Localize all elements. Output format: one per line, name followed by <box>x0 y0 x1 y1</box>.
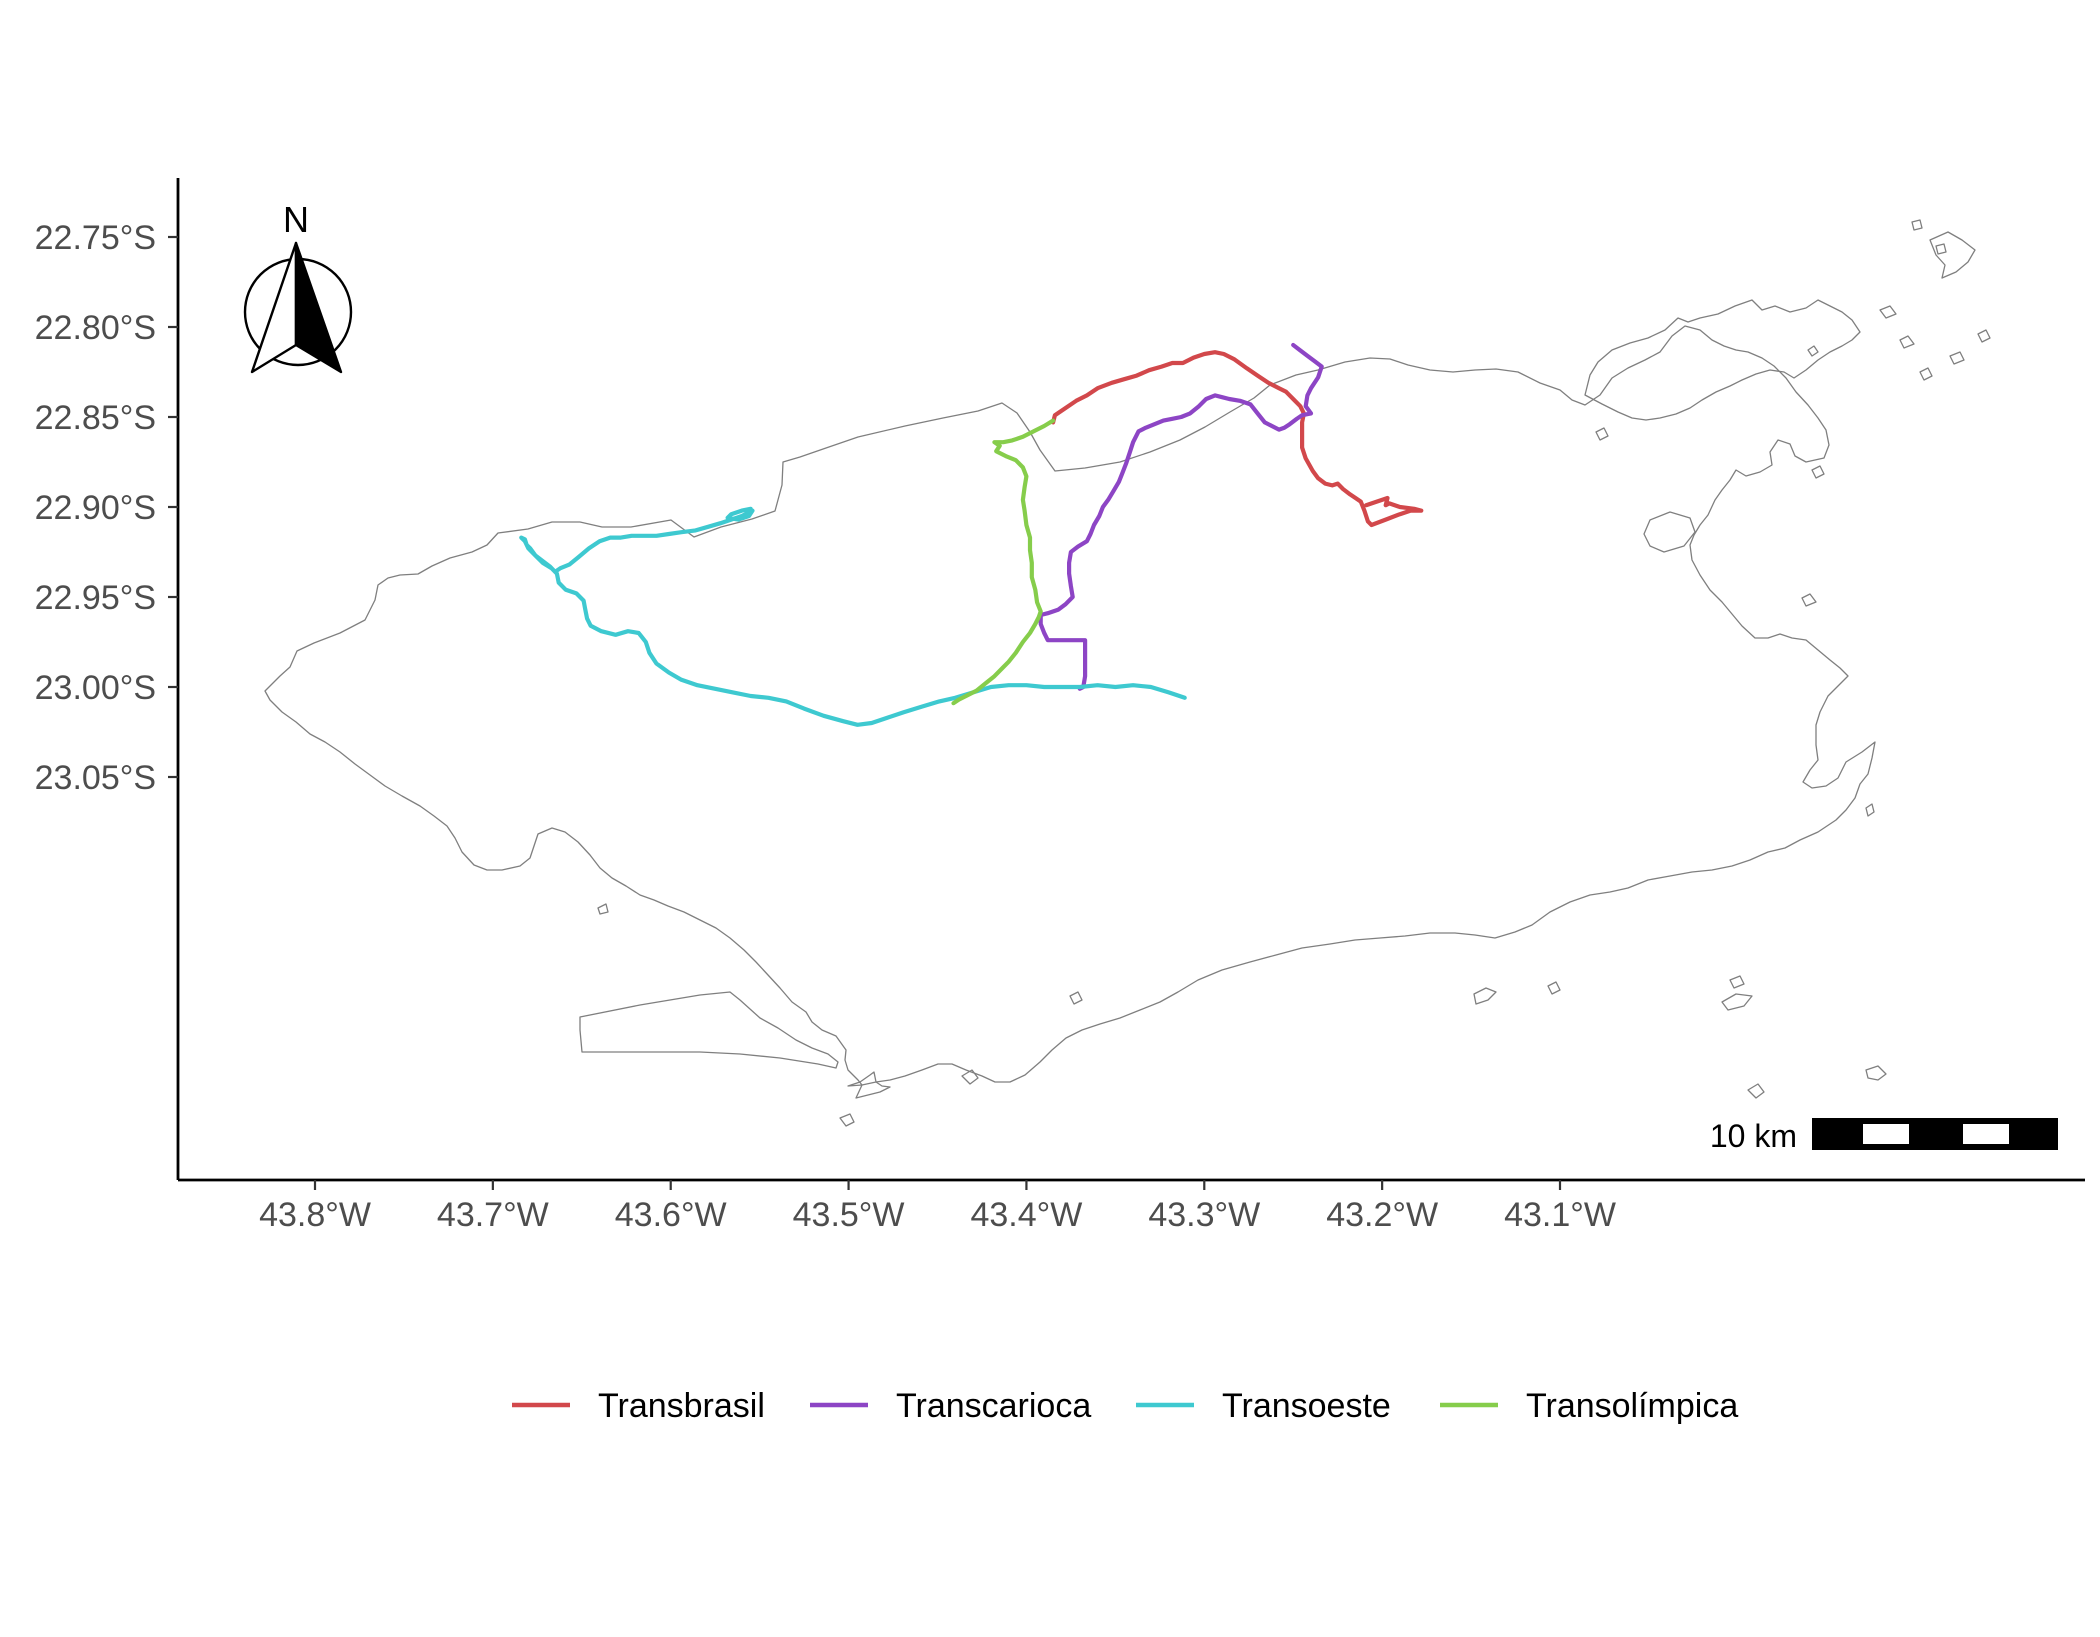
islet <box>1911 219 1923 231</box>
y-tick-label: 22.75°S <box>35 219 156 257</box>
scale-bar-label: 10 km <box>1710 1118 1797 1154</box>
islet <box>1935 243 1947 255</box>
municipality-boundary <box>264 219 1991 1127</box>
x-tick-label: 43.3°W <box>1148 1196 1260 1234</box>
ocean-island <box>1547 981 1561 995</box>
ocean-island <box>597 903 609 915</box>
ocean-island <box>1865 1065 1887 1081</box>
route-line-transoeste <box>519 506 1187 727</box>
route-line-transbrasil <box>1051 350 1424 528</box>
legend-label: Transcarioca <box>896 1387 1091 1425</box>
fundao-island <box>1643 511 1696 553</box>
islet <box>1977 329 1991 343</box>
x-tick-label: 43.6°W <box>615 1196 727 1234</box>
north-arrow: N <box>243 199 353 374</box>
y-tick-label: 22.90°S <box>35 489 156 527</box>
x-tick-label: 43.2°W <box>1326 1196 1438 1234</box>
islet <box>1811 465 1825 479</box>
y-tick-label: 23.05°S <box>35 759 156 797</box>
legend-label: Transbrasil <box>598 1387 765 1425</box>
brt-routes <box>519 342 1424 727</box>
x-tick-label: 43.7°W <box>437 1196 549 1234</box>
legend: Transbrasil Transcarioca Transoeste Transol… <box>512 1387 1738 1425</box>
scale-bar-segment-white <box>1963 1124 2009 1144</box>
ocean-island <box>1729 975 1745 989</box>
paqueta-island <box>1929 231 1976 279</box>
y-tick-label: 22.80°S <box>35 309 156 347</box>
x-tick-label: 43.5°W <box>793 1196 905 1234</box>
north-arrow-label: N <box>283 199 309 240</box>
ocean-island <box>1069 991 1083 1005</box>
islet <box>1801 593 1817 607</box>
y-tick-label: 23.00°S <box>35 669 156 707</box>
legend-label: Transoeste <box>1222 1387 1391 1425</box>
islet <box>1879 305 1897 319</box>
legend-item: Transbrasil <box>512 1387 765 1425</box>
ocean-island <box>1721 993 1753 1011</box>
ocean-island <box>1747 1083 1765 1099</box>
x-tick-label: 43.1°W <box>1504 1196 1616 1234</box>
legend-item: Transcarioca <box>810 1387 1091 1425</box>
ocean-island <box>839 1113 855 1127</box>
islet <box>1807 345 1819 357</box>
scale-bar: 10 km <box>1710 1118 2058 1154</box>
x-tick-label: 43.8°W <box>259 1196 371 1234</box>
axis-ticks: 22.75°S 22.80°S 22.85°S 22.90°S 22.95°S 23.00… <box>35 219 1616 1234</box>
x-tick-label: 43.4°W <box>970 1196 1082 1234</box>
marambaia-spit <box>579 991 839 1069</box>
y-tick-label: 22.85°S <box>35 399 156 437</box>
islet <box>1919 367 1933 381</box>
islet <box>1595 427 1609 441</box>
islet <box>1899 335 1915 349</box>
north-arrow-right-half <box>294 241 343 374</box>
legend-item: Transolímpica <box>1440 1387 1738 1425</box>
route-line-transcarioca <box>1038 342 1324 691</box>
ocean-island <box>961 1069 979 1085</box>
governador-island <box>1584 299 1861 421</box>
ocean-island <box>1473 987 1497 1005</box>
main-boundary-outline <box>264 325 1876 1099</box>
y-tick-label: 22.95°S <box>35 579 156 617</box>
route-line-transolimpica <box>951 418 1056 706</box>
scale-bar-segment-white <box>1863 1124 1909 1144</box>
scale-bar-frame <box>1812 1118 2058 1150</box>
islet <box>1949 351 1965 365</box>
islet <box>1865 803 1875 817</box>
legend-label: Transolímpica <box>1526 1387 1738 1425</box>
legend-item: Transoeste <box>1136 1387 1391 1425</box>
